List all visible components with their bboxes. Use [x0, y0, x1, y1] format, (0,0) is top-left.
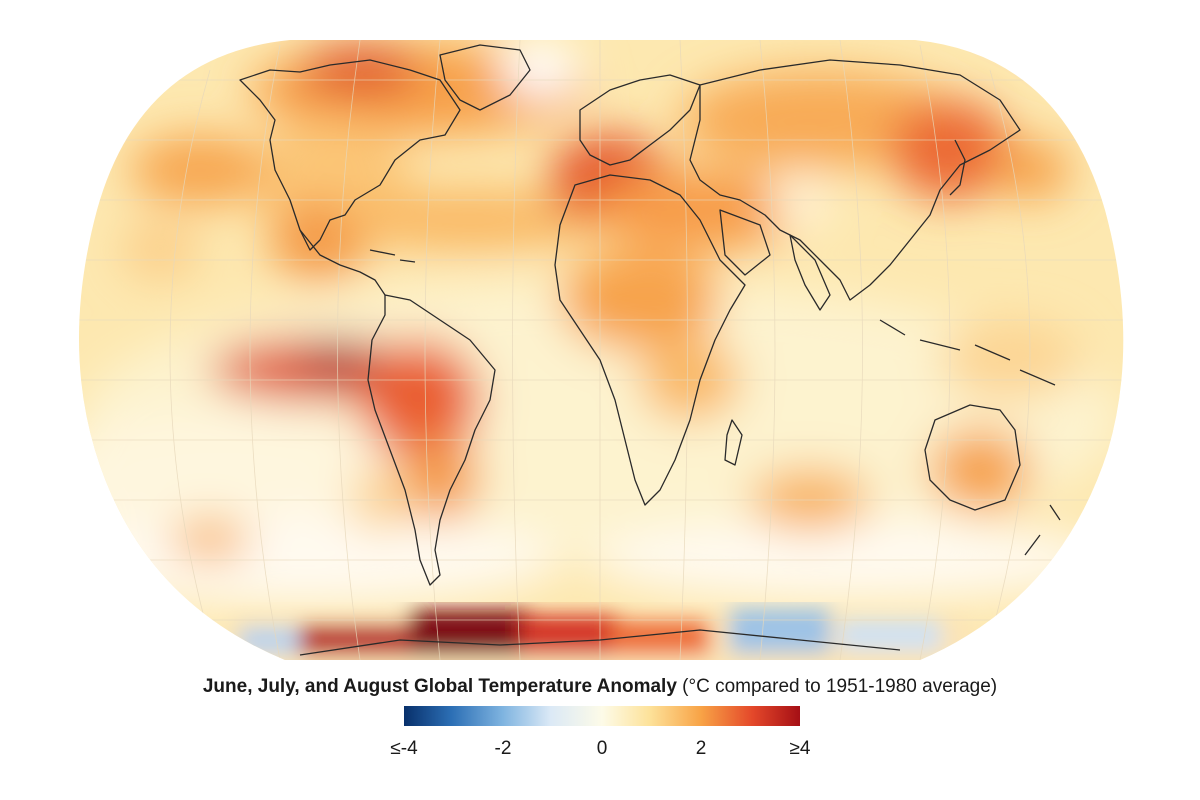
color-scale-bar [404, 706, 800, 726]
map-svg [0, 0, 1200, 670]
map-title: June, July, and August Global Temperatur… [203, 676, 677, 697]
legend-tick-zero: 0 [597, 738, 608, 760]
legend-tick-pos2: 2 [696, 738, 707, 760]
temperature-anomaly-map [0, 0, 1200, 670]
map-caption: June, July, and August Global Temperatur… [0, 676, 1200, 698]
legend-tick-neg2: -2 [495, 738, 512, 760]
map-units: (°C compared to 1951-1980 average) [682, 676, 997, 697]
legend-tick-min: ≤-4 [390, 738, 417, 760]
map-body [0, 0, 1200, 670]
legend-tick-max: ≥4 [790, 738, 811, 760]
